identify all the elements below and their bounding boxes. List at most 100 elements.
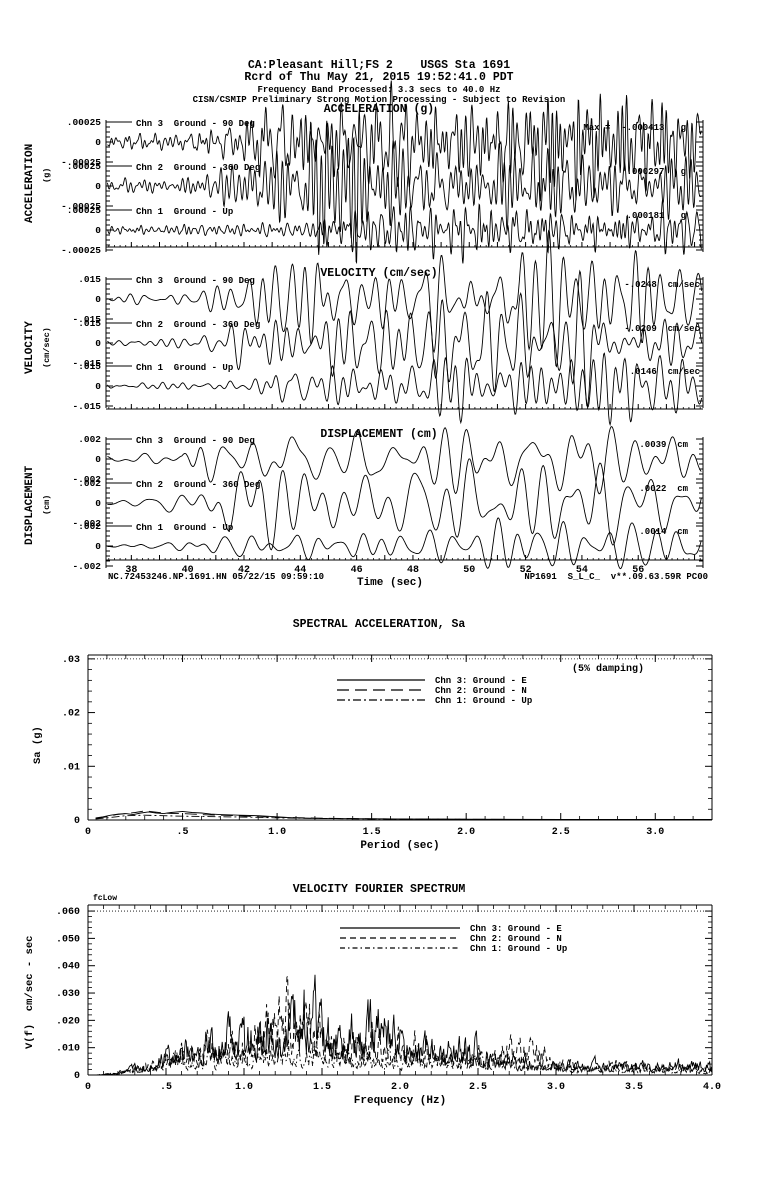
y-tick-label: -.002: [72, 518, 101, 529]
y-tick-label: .050: [56, 934, 80, 945]
x-axis-title: Period (sec): [360, 840, 439, 852]
y-tick-label: .002: [78, 521, 101, 532]
legend-entry-label: Chn 3: Ground - E: [470, 924, 562, 934]
waveform-trace: [107, 80, 702, 202]
legend-entry-label: Chn 1: Ground - Up: [470, 944, 567, 954]
y-tick-label: 0: [74, 816, 80, 827]
y-tick-label: 0: [95, 381, 101, 392]
channel-label: Chn 3 Ground - 90 Deg: [136, 276, 255, 286]
x-tick-label: 50: [463, 565, 475, 576]
x-tick-label: 3.0: [547, 1082, 565, 1093]
waveform-trace: [106, 199, 702, 264]
velocity-fourier-spectrum-plot: .060 .050 .040 .030 .020 .010 00 .5 1.0 1.5 2.0 2.5…: [56, 904, 721, 1107]
max-value-label: .0039 cm: [639, 440, 688, 450]
header-disclaimer-line: CISN/CSMIP Preliminary Strong Motion Pro…: [192, 95, 566, 105]
channel-label: Chn 1 Ground - Up: [136, 207, 233, 217]
displacement-waveform-plot: Chn 3 Ground - 90 Deg .002 0 -.002 .0039 cm C…: [72, 426, 704, 589]
y-tick-label: -.015: [72, 358, 101, 369]
velocity-section-title: VELOCITY (cm/sec): [320, 267, 438, 280]
x-tick-label: 56: [632, 565, 644, 576]
y-tick-label: -.00025: [61, 245, 101, 256]
waveform-trace: [107, 269, 703, 408]
x-tick-label: 1.0: [268, 827, 286, 838]
spectrum-curve: [94, 974, 713, 1076]
x-tick-label: 3.5: [625, 1082, 643, 1093]
fc-low-corner-label: fcLow: [93, 894, 118, 903]
y-tick-label: -.00025: [61, 201, 101, 212]
header-record-time-line: Rcrd of Thu May 21, 2015 19:52:41.0 PDT: [244, 71, 514, 84]
x-tick-label: 1.0: [235, 1082, 253, 1093]
y-tick-label: .00025: [67, 117, 102, 128]
y-tick-label: .030: [56, 989, 80, 1000]
channel-label: Chn 1 Ground - Up: [136, 363, 233, 373]
y-tick-label: .020: [56, 1016, 80, 1027]
y-tick-label: -.00025: [61, 157, 101, 168]
max-value-label: .0014 cm: [639, 527, 688, 537]
fourier-spectrum-title: VELOCITY FOURIER SPECTRUM: [292, 883, 466, 896]
max-value-label: .0022 cm: [639, 484, 688, 494]
max-value-label: .0146 cm/sec: [630, 367, 700, 377]
channel-label: Chn 3 Ground - 90 Deg: [136, 119, 255, 129]
x-tick-label: 0: [85, 1082, 91, 1093]
x-tick-label: 54: [576, 565, 588, 576]
y-tick-label: 0: [95, 181, 101, 192]
y-tick-label: -.015: [72, 401, 101, 412]
x-tick-label: 46: [351, 565, 363, 576]
footer-record-id-text: NC.72453246.NP.1691.HN 05/22/15 09:59:10: [108, 572, 325, 582]
y-tick-label: .040: [56, 962, 80, 973]
x-tick-label: 40: [182, 565, 194, 576]
x-axis-title: Frequency (Hz): [354, 1095, 446, 1107]
y-tick-label: .015: [78, 274, 101, 285]
y-tick-label: -.002: [72, 474, 101, 485]
header-station-line: CA:Pleasant Hill;FS 2 USGS Sta 1691: [247, 59, 511, 72]
channel-label: Chn 2 Ground - 360 Deg: [136, 163, 260, 173]
spectrum-curve: [94, 974, 713, 1076]
x-tick-label: 48: [407, 565, 419, 576]
spectral-acceleration-plot: .03 .02 .01 00 .5 1.0 1.5 2.0 2.5 3.0 Chn 3: Groun…: [62, 654, 713, 852]
y-tick-label: .01: [62, 762, 80, 773]
y-tick-label: 0: [95, 225, 101, 236]
x-tick-label: 38: [125, 565, 137, 576]
y-tick-label: 0: [95, 294, 101, 305]
x-tick-label: 2.5: [552, 827, 570, 838]
x-tick-label: 1.5: [313, 1082, 331, 1093]
y-tick-label: .015: [78, 318, 101, 329]
waveform-trace: [107, 517, 702, 570]
x-tick-label: 0: [85, 827, 91, 838]
x-tick-label: 52: [520, 565, 532, 576]
y-tick-label: .015: [78, 361, 101, 372]
x-tick-label: 3.0: [646, 827, 664, 838]
spectral-acceleration-title: SPECTRAL ACCELERATION, Sa: [292, 618, 466, 631]
x-tick-label: .5: [177, 827, 189, 838]
y-tick-label: .060: [56, 907, 80, 918]
y-tick-label: .010: [56, 1044, 80, 1055]
y-tick-label: .00025: [67, 161, 102, 172]
x-tick-label: 44: [294, 565, 306, 576]
channel-label: Chn 1 Ground - Up: [136, 523, 233, 533]
y-tick-label: .03: [62, 655, 80, 666]
spectrum-curve: [95, 810, 713, 821]
header-frequency-band-line: Frequency Band Processed: 3.3 secs to 40…: [257, 85, 501, 95]
x-tick-label: 2.0: [391, 1082, 409, 1093]
legend-entry-label: Chn 1: Ground - Up: [435, 696, 532, 706]
max-value-label: -.0209 cm/sec: [624, 324, 700, 334]
legend-entry-label: Chn 2: Ground - N: [435, 686, 527, 696]
waveform-trace: [107, 458, 702, 551]
y-tick-label: -.002: [72, 561, 101, 572]
x-tick-label: 2.5: [469, 1082, 487, 1093]
y-tick-label: -.015: [72, 314, 101, 325]
max-value-label: .000297 g: [627, 167, 686, 177]
x-tick-label: 1.5: [363, 827, 381, 838]
legend-entry-label: Chn 2: Ground - N: [470, 934, 562, 944]
y-tick-label: .002: [78, 478, 101, 489]
x-tick-label: 42: [238, 565, 250, 576]
damping-annotation: (5% damping): [572, 664, 645, 675]
waveform-trace: [107, 229, 703, 368]
x-axis-title: Time (sec): [357, 577, 423, 589]
x-tick-label: 4.0: [703, 1082, 721, 1093]
max-value-label: .000181 g: [627, 211, 686, 221]
y-tick-label: 0: [95, 137, 101, 148]
y-tick-label: 0: [95, 338, 101, 349]
channel-label: Chn 2 Ground - 360 Deg: [136, 480, 260, 490]
y-tick-label: 0: [95, 454, 101, 465]
